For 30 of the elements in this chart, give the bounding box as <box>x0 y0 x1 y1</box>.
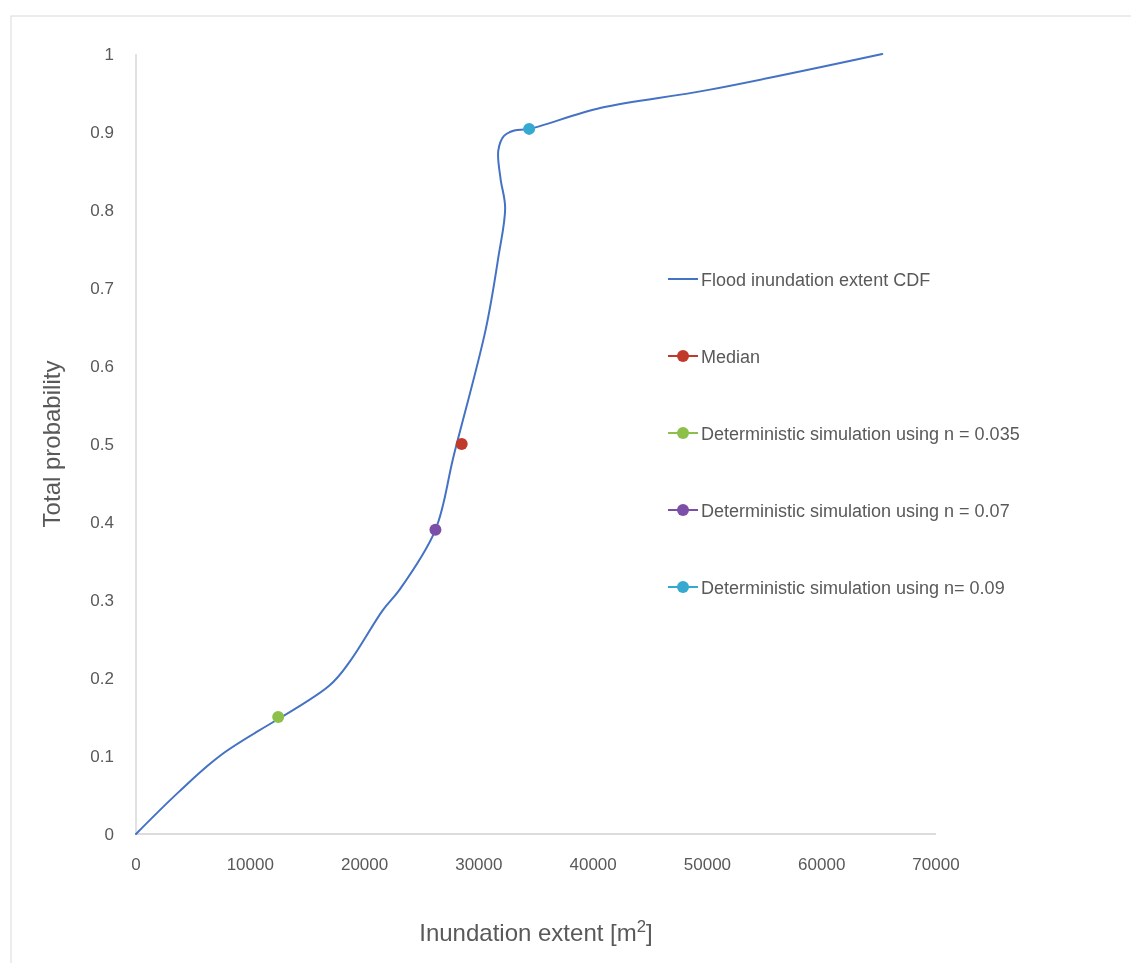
y-tick-label: 0.9 <box>90 123 114 142</box>
x-tick-label: 10000 <box>226 855 274 874</box>
point <box>455 438 468 450</box>
legend-label: Flood inundation extent CDF <box>701 270 931 290</box>
point <box>523 122 536 135</box>
legend-label: Deterministic simulation using n = 0.035 <box>701 424 1020 444</box>
legend-label: Deterministic simulation using n= 0.09 <box>701 578 1005 598</box>
y-tick-label: 0.2 <box>90 669 114 688</box>
y-tick-label: 0.3 <box>90 591 114 610</box>
legend-label: Median <box>701 347 761 367</box>
x-tick-label: 50000 <box>683 855 732 874</box>
x-tick-label: 60000 <box>798 855 846 874</box>
y-tick-label: 1 <box>104 45 114 64</box>
point <box>272 711 285 723</box>
y-tick-label: 0.5 <box>90 435 114 454</box>
x-tick-label: 70000 <box>912 855 960 874</box>
y-tick-label: 0.8 <box>90 201 114 220</box>
x-tick-label: 40000 <box>569 855 617 874</box>
x-tick-label: 0 <box>131 855 141 874</box>
y-tick-label: 0.1 <box>90 747 114 766</box>
point <box>429 523 442 536</box>
x-tick-label: 30000 <box>455 855 503 874</box>
legend-label: Deterministic simulation using n = 0.07 <box>701 501 1010 521</box>
y-tick-label: 0 <box>104 825 114 844</box>
y-tick-label: 0.4 <box>90 513 114 532</box>
x-axis-title: Inundation extent [m$^{2}$] <box>419 916 653 946</box>
y-tick-label: 0.6 <box>90 357 114 376</box>
y-axis-title: Total probability <box>38 360 65 528</box>
x-tick-label: 20000 <box>340 855 389 874</box>
y-tick-label: 0.7 <box>90 279 114 298</box>
